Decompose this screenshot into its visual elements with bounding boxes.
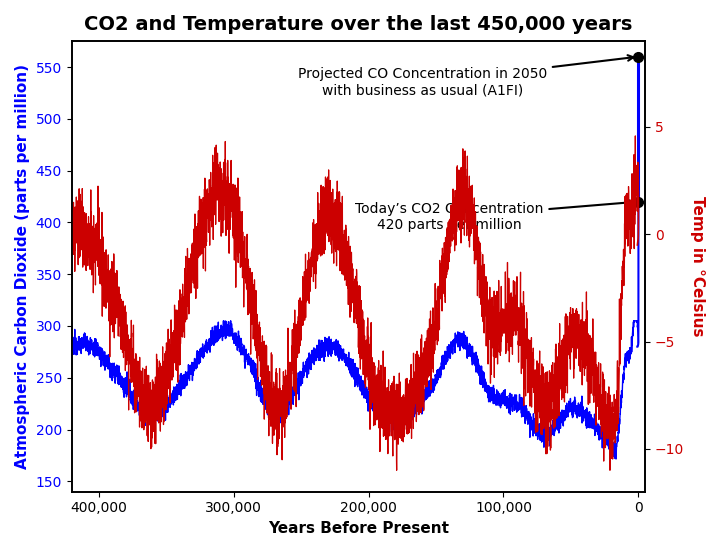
X-axis label: Years Before Present: Years Before Present — [268, 521, 449, 536]
Title: CO2 and Temperature over the last 450,000 years: CO2 and Temperature over the last 450,00… — [84, 15, 633, 34]
Y-axis label: Atmospheric Carbon Dioxide (parts per million): Atmospheric Carbon Dioxide (parts per mi… — [15, 64, 30, 469]
Y-axis label: Temp in °Celsius: Temp in °Celsius — [690, 196, 705, 337]
Text: Projected CO Concentration in 2050
with business as usual (A1FI): Projected CO Concentration in 2050 with … — [298, 55, 634, 98]
Text: Today’s CO2 Concentration
420 parts per million: Today’s CO2 Concentration 420 parts per … — [356, 200, 634, 233]
